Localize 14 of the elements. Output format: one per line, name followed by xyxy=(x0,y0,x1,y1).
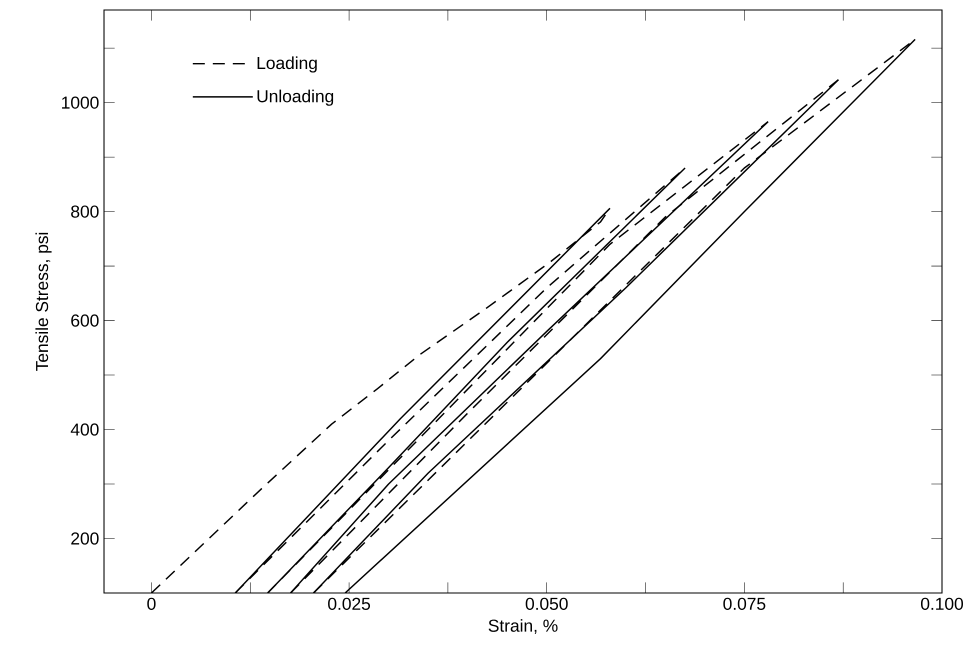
y-tick-label: 800 xyxy=(71,205,99,218)
legend-label: Unloading xyxy=(258,90,334,106)
x-axis-title: Strain, % xyxy=(488,619,558,634)
x-tick-label: 0 xyxy=(147,598,156,610)
x-tick-label: 0.075 xyxy=(723,598,766,610)
y-tick-label: 1000 xyxy=(62,96,99,109)
y-tick-label: 400 xyxy=(70,423,99,436)
x-tick-label: 0.025 xyxy=(328,598,370,610)
x-tick-label: 0.050 xyxy=(526,598,568,610)
x-tick-label: 0.100 xyxy=(920,598,964,610)
legend-label: Loading xyxy=(258,56,317,73)
y-axis-title: Tensile Stress, psi xyxy=(35,232,52,371)
y-tick-label: 200 xyxy=(71,532,99,545)
y-tick-label: 600 xyxy=(71,314,99,327)
